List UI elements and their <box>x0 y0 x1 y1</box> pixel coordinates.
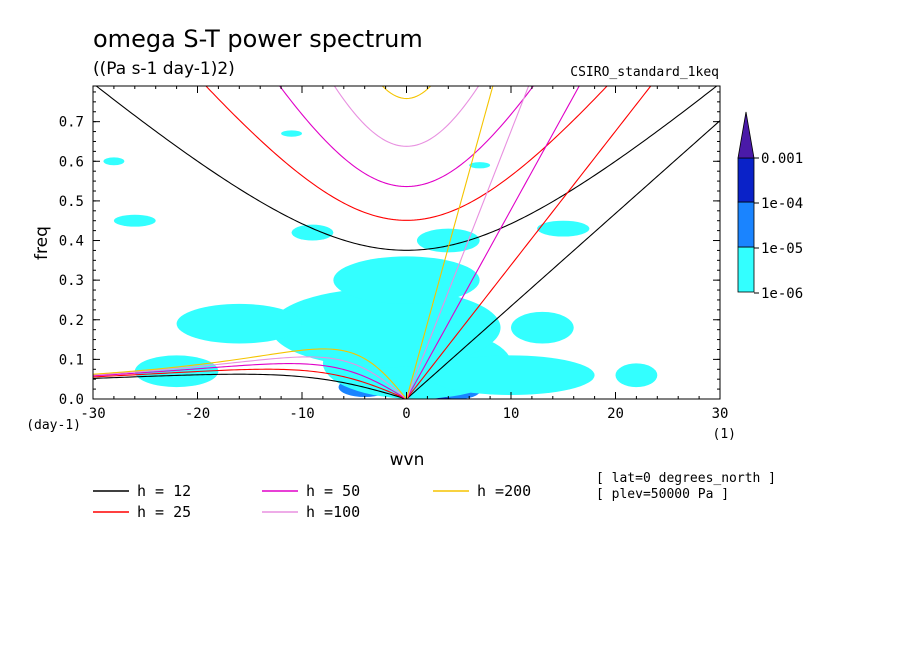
legend-label: h = 25 <box>137 503 191 521</box>
y-axis-label: freq <box>32 226 52 260</box>
x-tick-label: 30 <box>712 406 729 422</box>
y-tick-label: 0.4 <box>59 234 84 250</box>
axis-ticks: -30 -20 -10 0 10 20 30 0.0 0.1 0.2 0.3 0.4 0.5 0.6 0.7 <box>59 86 729 422</box>
kelvin-curve <box>406 86 580 399</box>
power-patch <box>469 162 491 169</box>
colorbar-label: 0.001 <box>761 151 803 167</box>
y-tick-label: 0.1 <box>59 352 84 368</box>
power-contours <box>103 130 658 399</box>
chart-units: ((Pa s-1 day-1)2) <box>93 59 235 79</box>
colorbar: 1e-06 1e-05 1e-04 0.001 <box>737 111 803 302</box>
colorbar-swatch <box>737 157 755 203</box>
y-tick-label: 0.2 <box>59 313 84 329</box>
power-patch <box>134 355 219 388</box>
inertia-gravity-curve <box>381 86 432 100</box>
inertia-gravity-curve <box>205 86 608 221</box>
annotation-plev: [ plev=50000 Pa ] <box>596 487 729 502</box>
x-tick-label: -10 <box>289 406 314 422</box>
y-tick-label: 0.6 <box>59 154 84 170</box>
chart-title: omega S-T power spectrum <box>93 25 423 53</box>
legend-label: h =100 <box>306 503 360 521</box>
power-patch <box>176 303 302 344</box>
rossby-curve <box>93 368 407 399</box>
colorbar-label: 1e-04 <box>761 196 803 212</box>
kelvin-curve <box>406 120 720 399</box>
curve-legend: h = 12 h = 25 h = 50 h =100 h =200 <box>93 482 531 521</box>
legend-label: h =200 <box>477 482 531 500</box>
inertia-gravity-curve <box>279 86 534 188</box>
annotation-lat: [ lat=0 degrees_north ] <box>596 471 776 486</box>
plot-area <box>93 86 720 399</box>
y-tick-label: 0.3 <box>59 273 84 289</box>
colorbar-swatch <box>737 246 755 293</box>
x-tick-label: 20 <box>607 406 624 422</box>
x-units-label: (1) <box>713 427 736 442</box>
x-tick-label: 0 <box>402 406 410 422</box>
kelvin-curve <box>406 86 652 399</box>
rossby-curve <box>93 348 407 399</box>
x-tick-label: -20 <box>185 406 210 422</box>
power-patch <box>113 214 156 227</box>
colorbar-label: 1e-05 <box>761 241 803 257</box>
power-patch <box>416 228 480 253</box>
power-patch <box>103 157 125 166</box>
dataset-label: CSIRO_standard_1keq <box>570 65 719 80</box>
rossby-curve <box>93 356 407 399</box>
rossby-curve <box>93 363 407 399</box>
power-patch <box>427 355 595 396</box>
y-tick-label: 0.0 <box>59 392 84 408</box>
power-patch <box>270 288 501 368</box>
y-tick-label: 0.5 <box>59 194 84 210</box>
power-patch <box>281 130 302 137</box>
power-patch <box>510 311 574 344</box>
colorbar-extend-arrow <box>737 111 755 159</box>
x-tick-label: 10 <box>503 406 520 422</box>
legend-label: h = 12 <box>137 482 191 500</box>
rossby-curve <box>93 373 407 399</box>
y-units-label: (day-1) <box>26 418 81 433</box>
y-tick-label: 0.7 <box>59 115 84 131</box>
x-tick-label: -30 <box>80 406 105 422</box>
inertia-gravity-curve <box>333 86 480 147</box>
power-patch <box>333 256 480 304</box>
kelvin-curve <box>405 86 530 399</box>
legend-label: h = 50 <box>306 482 360 500</box>
power-patch <box>537 220 590 237</box>
colorbar-swatch <box>737 201 755 248</box>
dispersion-curves <box>93 86 720 399</box>
colorbar-label: 1e-06 <box>761 286 803 302</box>
power-patch <box>615 363 658 388</box>
inertia-gravity-curve <box>95 86 718 251</box>
kelvin-curve <box>405 86 494 399</box>
x-axis-label: wvn <box>390 450 425 470</box>
power-patch <box>291 224 334 241</box>
